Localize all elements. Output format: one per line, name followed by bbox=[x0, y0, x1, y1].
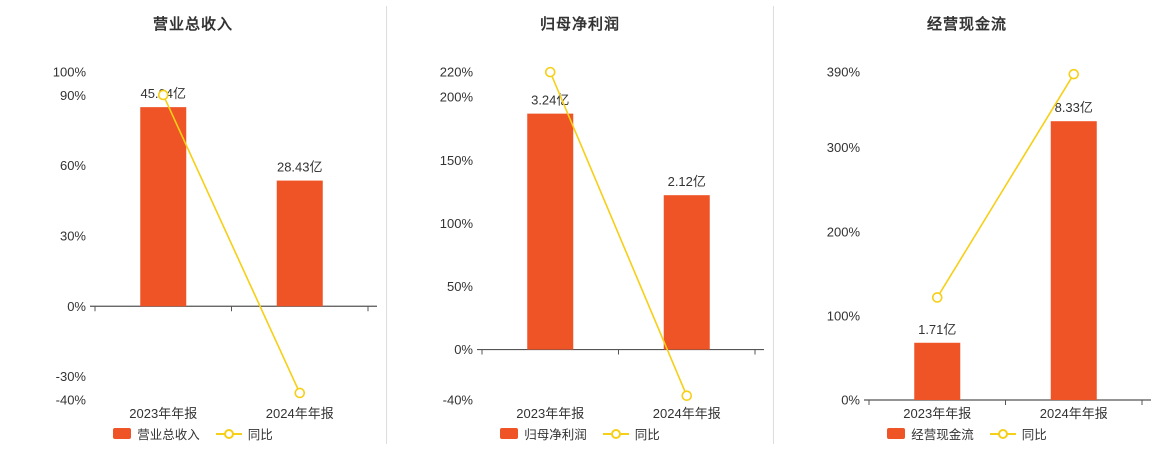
bar-swatch-icon bbox=[887, 428, 906, 439]
svg-text:0%: 0% bbox=[67, 299, 86, 314]
chart-panel-net-profit: 归母净利润 220% 200% 150% 100% 50% 0% -40% 3.24亿 2.12… bbox=[387, 0, 773, 450]
panel-divider bbox=[386, 6, 387, 444]
legend-line-label: 同比 bbox=[634, 428, 660, 442]
svg-text:150%: 150% bbox=[440, 153, 474, 168]
bar-swatch-icon bbox=[113, 428, 132, 439]
svg-text:2024年年报: 2024年年报 bbox=[1040, 406, 1108, 421]
svg-text:50%: 50% bbox=[447, 279, 473, 294]
svg-text:2024年年报: 2024年年报 bbox=[266, 406, 334, 421]
line-marker-icon bbox=[215, 428, 242, 439]
legend-item-bar[interactable]: 经营现金流 bbox=[887, 424, 974, 443]
chart-plot-net-profit[interactable]: 220%200%150%100%50%0%-40%3.24亿2.12亿2023年… bbox=[387, 0, 773, 450]
svg-text:2024年年报: 2024年年报 bbox=[653, 406, 721, 421]
svg-text:200%: 200% bbox=[827, 224, 861, 239]
chart-legend: 归母净利润 同比 bbox=[387, 424, 773, 443]
svg-text:30%: 30% bbox=[60, 229, 86, 244]
chart-panel-operating-revenue: 营业总收入 100%90%60%30%0%-30%-40%45.04亿28.43… bbox=[0, 0, 386, 450]
svg-text:200%: 200% bbox=[440, 90, 474, 105]
legend-item-line[interactable]: 同比 bbox=[602, 424, 660, 443]
svg-text:0%: 0% bbox=[454, 342, 473, 357]
chart-panel-operating-cash-flow: 经营现金流 390% 300% 200% 100% 0% 1.71亿 8.33亿 2023年年… bbox=[774, 0, 1160, 450]
svg-text:390%: 390% bbox=[827, 65, 861, 80]
svg-text:100%: 100% bbox=[827, 308, 861, 323]
legend-line-label: 同比 bbox=[247, 428, 273, 442]
panel-divider bbox=[773, 6, 774, 444]
chart-title: 经营现金流 bbox=[926, 16, 1007, 33]
svg-text:0%: 0% bbox=[841, 393, 860, 408]
svg-text:300%: 300% bbox=[827, 140, 861, 155]
svg-text:-40%: -40% bbox=[443, 393, 474, 408]
svg-text:2023年年报: 2023年年报 bbox=[516, 406, 584, 421]
legend-item-line[interactable]: 同比 bbox=[215, 424, 273, 443]
svg-text:100%: 100% bbox=[53, 65, 87, 80]
svg-text:2023年年报: 2023年年报 bbox=[129, 406, 197, 421]
svg-text:220%: 220% bbox=[440, 65, 474, 80]
svg-text:-40%: -40% bbox=[56, 393, 87, 408]
legend-bar-label: 归母净利润 bbox=[524, 428, 587, 442]
chart-legend: 经营现金流 同比 bbox=[774, 424, 1160, 443]
svg-text:2023年年报: 2023年年报 bbox=[903, 406, 971, 421]
chart-plot-operating-revenue[interactable]: 100%90%60%30%0%-30%-40%45.04亿28.43亿2023年… bbox=[0, 0, 386, 450]
legend-bar-label: 营业总收入 bbox=[137, 428, 200, 442]
bar-swatch-icon bbox=[500, 428, 519, 439]
svg-text:1.71亿: 1.71亿 bbox=[918, 322, 956, 337]
line-marker-icon bbox=[989, 428, 1016, 439]
svg-text:8.33亿: 8.33亿 bbox=[1055, 100, 1093, 115]
svg-text:-30%: -30% bbox=[56, 369, 87, 384]
svg-text:60%: 60% bbox=[60, 158, 86, 173]
legend-line-label: 同比 bbox=[1021, 428, 1047, 442]
chart-legend: 营业总收入 同比 bbox=[0, 424, 386, 443]
svg-text:90%: 90% bbox=[60, 88, 86, 103]
legend-item-bar[interactable]: 营业总收入 bbox=[113, 424, 200, 443]
line-marker-icon bbox=[602, 428, 629, 439]
legend-item-bar[interactable]: 归母净利润 bbox=[500, 424, 587, 443]
svg-text:2.12亿: 2.12亿 bbox=[668, 174, 706, 189]
legend-bar-label: 经营现金流 bbox=[911, 428, 974, 442]
chart-title: 归母净利润 bbox=[539, 16, 620, 33]
legend-item-line[interactable]: 同比 bbox=[989, 424, 1047, 443]
svg-text:28.43亿: 28.43亿 bbox=[277, 160, 323, 175]
chart-title: 营业总收入 bbox=[152, 16, 233, 33]
svg-text:100%: 100% bbox=[440, 216, 474, 231]
chart-plot-operating-cash-flow[interactable]: 390% 300% 200% 100% 0% 1.71亿 8.33亿 2023年年报 2024年… bbox=[774, 0, 1160, 450]
